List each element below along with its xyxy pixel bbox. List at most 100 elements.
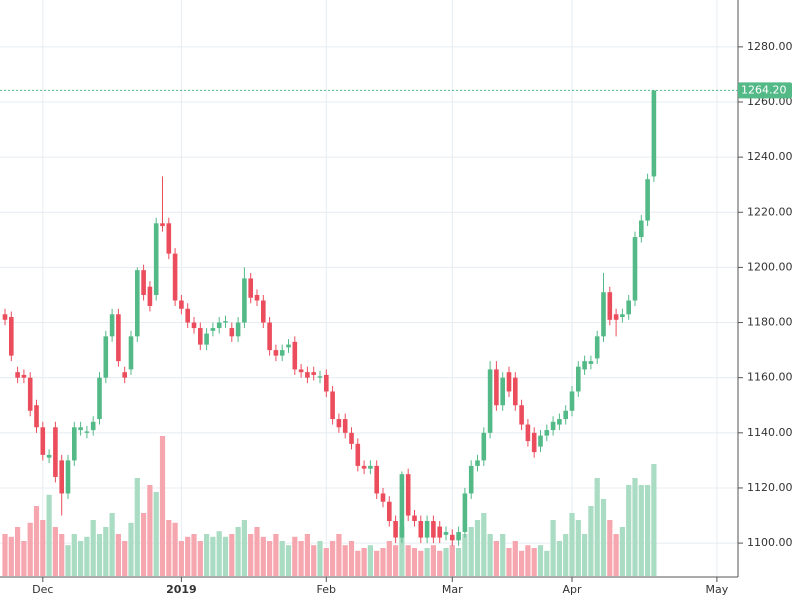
volume-bar: [216, 531, 222, 576]
volume-pane: [2, 436, 657, 576]
candle-body: [475, 460, 480, 466]
volume-bar: [418, 550, 424, 576]
x-tick-label: Apr: [562, 583, 582, 596]
volume-bar: [361, 548, 367, 576]
candle-body: [147, 286, 153, 307]
candle-body: [273, 350, 279, 356]
candle-body: [374, 465, 379, 494]
volume-bar: [128, 522, 134, 576]
volume-bar: [638, 485, 644, 576]
candle-body: [336, 419, 342, 428]
candle-body: [223, 321, 228, 323]
candle-body: [279, 350, 285, 356]
candle-body: [342, 419, 348, 433]
volume-bar: [493, 541, 499, 576]
candle-body: [40, 427, 46, 455]
volume-bar: [594, 478, 600, 576]
candle-body: [216, 322, 222, 329]
volume-bar: [191, 534, 197, 576]
candle-body: [494, 369, 499, 406]
y-tick-label: 1100.00: [747, 536, 793, 549]
volume-bar: [2, 534, 8, 576]
candle-body: [72, 427, 77, 461]
volume-bar: [178, 541, 184, 576]
candle-body: [601, 292, 606, 337]
volume-bar: [367, 545, 373, 576]
volume-bar: [449, 545, 455, 576]
candle-body: [424, 521, 430, 538]
y-tick-label: 1120.00: [747, 481, 793, 494]
candle-body: [84, 431, 90, 433]
candle-body: [34, 405, 39, 428]
volume-bar: [279, 541, 285, 576]
volume-bar: [323, 548, 329, 576]
candle-body: [513, 377, 518, 406]
x-tick-label: Feb: [317, 583, 336, 596]
volume-bar: [311, 545, 317, 576]
volume-bar: [229, 534, 235, 576]
volume-bar: [537, 545, 544, 576]
candle-body: [557, 419, 562, 425]
volume-bar: [197, 541, 203, 576]
last-price-tag: [738, 82, 792, 99]
candle-body: [569, 391, 575, 411]
volume-bar: [519, 550, 525, 576]
volume-bar: [210, 536, 216, 576]
candle-body: [506, 372, 512, 392]
volume-bar: [96, 534, 103, 576]
candle-body: [399, 474, 405, 538]
candle-body: [59, 460, 64, 494]
candle-body: [21, 374, 27, 378]
volume-bar: [254, 527, 260, 576]
candle-body: [254, 294, 260, 301]
volume-bar: [78, 541, 84, 576]
volume-bar: [405, 545, 411, 576]
candles: [2, 90, 657, 546]
candle-body: [626, 300, 631, 315]
candle-body: [632, 237, 638, 301]
candle-body: [90, 421, 96, 431]
volume-bar: [456, 548, 462, 576]
volume-bar: [298, 541, 304, 576]
candle-body: [582, 361, 587, 370]
candle-body: [248, 278, 253, 298]
candle-body: [481, 432, 487, 461]
volume-bar: [374, 550, 380, 576]
volume-bar: [619, 527, 625, 576]
candle-body: [46, 454, 52, 458]
candle-body: [437, 526, 442, 538]
candle-body: [468, 465, 474, 494]
candle-body: [368, 465, 373, 469]
volume-bar: [443, 548, 449, 576]
volume-bar: [336, 534, 342, 576]
candle-body: [576, 366, 581, 392]
candle-body: [267, 322, 272, 351]
candle-body: [122, 372, 127, 378]
volume-bar: [525, 545, 531, 576]
volume-bar: [285, 545, 292, 576]
volume-bar: [166, 520, 172, 576]
volume-bar: [487, 534, 493, 576]
candle-body: [15, 372, 20, 378]
volume-bar: [424, 548, 430, 576]
volume-bar: [241, 520, 247, 576]
volume-bar: [556, 541, 562, 576]
x-tick-label: May: [706, 583, 729, 596]
volume-bar: [550, 520, 556, 576]
candle-body: [387, 501, 392, 522]
volume-bar: [71, 534, 77, 576]
y-tick-label: 1280.00: [747, 40, 793, 53]
candle-body: [128, 336, 134, 370]
candle-body: [519, 405, 524, 425]
volume-bar: [8, 536, 14, 576]
volume-bar: [399, 527, 405, 576]
candle-body: [311, 372, 316, 375]
candle-body: [235, 322, 241, 337]
candle-body: [418, 521, 424, 538]
volume-bar: [141, 513, 147, 576]
candle-body: [135, 270, 140, 337]
volume-bar: [273, 534, 279, 576]
volume-bar: [355, 550, 361, 576]
candle-body: [531, 432, 537, 453]
y-tick-label: 1160.00: [747, 371, 793, 384]
